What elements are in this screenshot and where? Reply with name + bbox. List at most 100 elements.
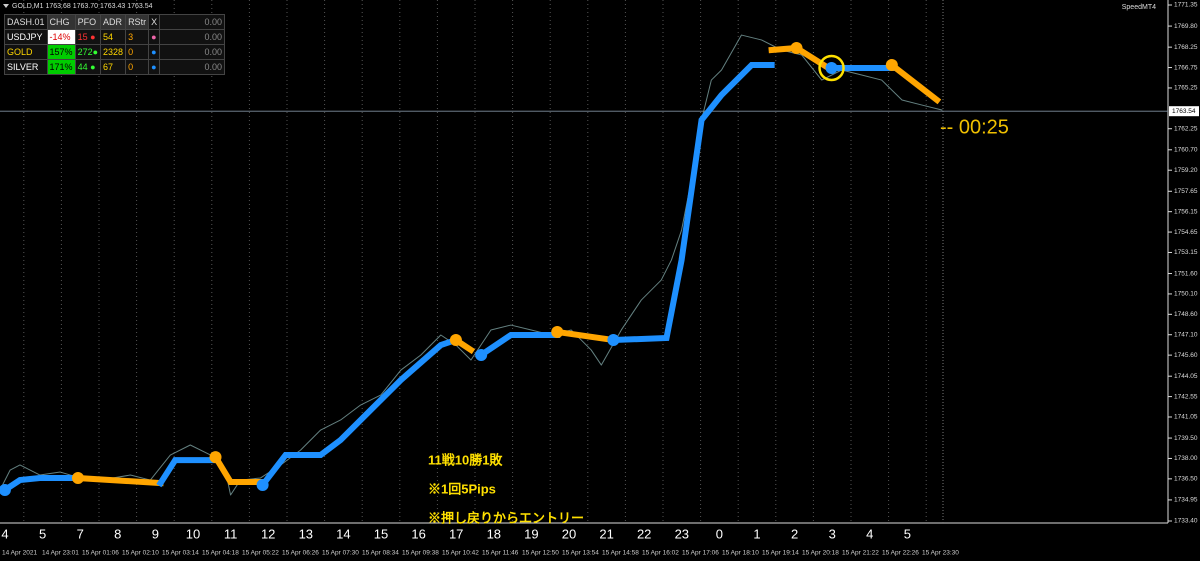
y-tick-label: 1762.25 — [1174, 125, 1198, 132]
cell: ● — [148, 44, 161, 60]
chart-title: GOLD,M1 1763.68 1763.70 1763.43 1763.54 — [12, 3, 153, 10]
session-label: 4 — [1, 526, 8, 541]
cell: 0 — [125, 59, 150, 75]
y-tick-label: 1753.15 — [1174, 249, 1198, 256]
x-tick-label: 15 Apr 04:18 — [202, 550, 239, 557]
signal-line — [258, 336, 460, 490]
session-label: 20 — [562, 526, 576, 541]
entry-marker — [0, 484, 11, 496]
current-price-label: 1763.54 — [1172, 108, 1196, 115]
session-label: 15 — [374, 526, 388, 541]
x-tick-label: 15 Apr 06:26 — [282, 550, 319, 557]
session-label: 3 — [829, 526, 836, 541]
session-label: 17 — [449, 526, 463, 541]
cell[interactable]: CHG — [46, 14, 76, 30]
cell: 2328 — [100, 44, 127, 60]
y-tick-label: 1736.50 — [1174, 476, 1198, 483]
session-label: 4 — [866, 526, 873, 541]
signal-line — [156, 457, 219, 488]
x-tick-label: 14 Apr 23:01 — [42, 550, 79, 557]
signal-line — [553, 328, 617, 344]
y-tick-label: 1747.10 — [1174, 331, 1198, 338]
x-tick-label: 15 Apr 11:46 — [482, 550, 519, 557]
cell: 171% — [46, 59, 76, 75]
cell[interactable]: RStr — [125, 14, 150, 30]
entry-marker — [209, 451, 222, 464]
signal-line — [887, 60, 942, 105]
cell: ● — [148, 59, 161, 75]
y-tick-label: 1765.25 — [1174, 85, 1198, 92]
cell: 0.00 — [159, 29, 226, 45]
cell: ● — [148, 29, 161, 45]
y-tick-label: 1757.65 — [1174, 188, 1198, 195]
annotation: ※1回5Pips — [428, 481, 496, 496]
price-line — [0, 34, 943, 496]
cell: 54 — [100, 29, 127, 45]
symbol[interactable]: USDJPY — [4, 29, 48, 45]
cell: -14% — [46, 29, 76, 45]
x-tick-label: 15 Apr 13:54 — [562, 550, 599, 557]
signal-line — [610, 61, 775, 344]
x-tick-label: 15 Apr 01:06 — [82, 550, 119, 557]
session-label: 9 — [152, 526, 159, 541]
text: 272 — [77, 47, 93, 57]
dashboard-header: DASH.01 CHG PFO ADR RStr X 0.00 — [4, 14, 226, 30]
session-label: 19 — [524, 526, 538, 541]
entry-marker — [825, 61, 838, 74]
timer: -- 00:25 — [940, 116, 1009, 138]
annotation: 11戦10勝1敗 — [428, 452, 503, 467]
session-label: 2 — [791, 526, 798, 541]
entry-marker — [790, 41, 803, 54]
cell: 0 — [125, 44, 150, 60]
y-tick-label: 1750.10 — [1174, 291, 1198, 298]
dashboard-row: USDJPY -14% 15 ● 54 3 ● 0.00 — [4, 29, 226, 45]
y-tick-label: 1768.25 — [1174, 44, 1198, 51]
text: 44 — [77, 62, 88, 72]
session-label: 10 — [186, 526, 200, 541]
y-tick-label: 1745.60 — [1174, 352, 1198, 359]
y-tick-label: 1754.65 — [1174, 229, 1198, 236]
cell[interactable]: ADR — [100, 14, 127, 30]
x-tick-label: 15 Apr 12:50 — [522, 550, 559, 557]
symbol[interactable]: SILVER — [4, 59, 48, 75]
signal-line — [211, 452, 266, 485]
session-label: 13 — [299, 526, 313, 541]
y-tick-label: 1738.00 — [1174, 455, 1198, 462]
y-tick-label: 1739.50 — [1174, 435, 1198, 442]
cell: 67 — [100, 59, 127, 75]
entry-marker — [885, 58, 898, 71]
session-label: 0 — [716, 526, 723, 541]
y-tick-label: 1769.80 — [1174, 23, 1198, 30]
x-tick-label: 15 Apr 21:22 — [842, 550, 879, 557]
menu-arrow[interactable] — [3, 4, 9, 8]
cell: 44 ● — [74, 59, 102, 75]
x-tick-label: 15 Apr 23:30 — [922, 550, 959, 557]
session-label: 14 — [336, 526, 350, 541]
y-tick-label: 1741.05 — [1174, 414, 1198, 421]
x-tick-label: 14 Apr 2021 — [2, 550, 37, 557]
entry-marker — [475, 348, 488, 361]
cell: 3 — [125, 29, 150, 45]
x-tick-label: 15 Apr 17:06 — [682, 550, 719, 557]
entry-marker — [449, 334, 462, 347]
session-label: 11 — [224, 526, 238, 541]
cell: 15 ● — [74, 29, 102, 45]
symbol[interactable]: GOLD — [4, 44, 48, 60]
y-tick-label: 1760.70 — [1174, 147, 1198, 154]
highlight-ring — [818, 54, 845, 82]
cell: 157% — [46, 44, 76, 60]
cell: DASH.01 — [4, 14, 48, 30]
cell[interactable]: X — [148, 14, 161, 30]
x-tick-label: 15 Apr 20:18 — [802, 550, 839, 557]
session-label: 18 — [487, 526, 501, 541]
dashboard: DASH.01 CHG PFO ADR RStr X 0.00 USDJPY -… — [4, 14, 226, 75]
cell: 0.00 — [159, 14, 226, 30]
x-tick-label: 15 Apr 19:14 — [762, 550, 799, 557]
y-tick-label: 1744.05 — [1174, 373, 1198, 380]
x-tick-label: 15 Apr 03:14 — [162, 550, 199, 557]
cell[interactable]: PFO — [74, 14, 102, 30]
signal-line — [0, 475, 81, 495]
session-label: 1 — [753, 526, 760, 541]
